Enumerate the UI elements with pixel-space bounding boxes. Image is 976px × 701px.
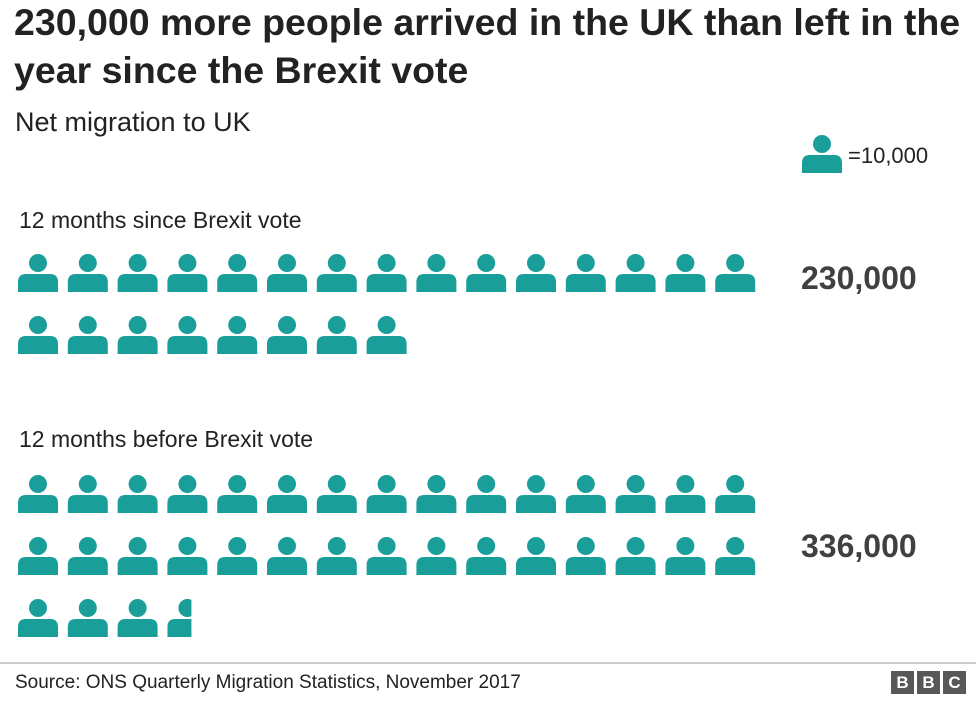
- footer-divider: [0, 662, 976, 664]
- icon-grid-before: [18, 475, 756, 637]
- person-icon: [167, 254, 208, 292]
- person-icon: [117, 599, 158, 637]
- person-icon: [117, 316, 158, 354]
- person-icon: [565, 254, 606, 292]
- person-icon: [18, 537, 58, 575]
- person-icon: [67, 316, 108, 354]
- person-icon: [267, 316, 307, 354]
- person-icon: [565, 475, 606, 513]
- person-icon: [516, 537, 556, 575]
- person-icon: [615, 475, 656, 513]
- person-icon: [366, 316, 407, 354]
- person-icon: [615, 537, 656, 575]
- person-icon: [416, 254, 457, 292]
- person-icon: [267, 475, 307, 513]
- person-icon: [366, 475, 407, 513]
- series-total-before: 336,000: [801, 528, 917, 564]
- person-icon: [516, 254, 556, 292]
- person-icon: [316, 254, 357, 292]
- person-icon: [18, 254, 58, 292]
- series-label-before: 12 months before Brexit vote: [19, 426, 314, 452]
- person-icon: [366, 537, 407, 575]
- person-icon: [615, 254, 656, 292]
- legend: =10,000: [802, 133, 928, 173]
- person-icon: [167, 599, 192, 637]
- person-icon: [217, 537, 258, 575]
- person-icon: [316, 537, 357, 575]
- series-total-since: 230,000: [801, 260, 917, 296]
- person-icon: [167, 537, 208, 575]
- person-icon: [267, 254, 307, 292]
- person-icon: [67, 475, 108, 513]
- person-icon: [117, 254, 158, 292]
- person-icon: [565, 537, 606, 575]
- series-label-since: 12 months since Brexit vote: [19, 207, 302, 233]
- person-icon: [67, 254, 108, 292]
- person-icon: [802, 135, 842, 173]
- bbc-logo: B B C: [891, 671, 966, 694]
- person-icon: [466, 254, 507, 292]
- chart-title: 230,000 more people arrived in the UK th…: [14, 1, 961, 91]
- person-icon: [67, 599, 108, 637]
- person-icon: [217, 254, 258, 292]
- person-icon: [117, 537, 158, 575]
- bbc-logo-letter: B: [891, 671, 914, 694]
- person-icon: [715, 475, 756, 513]
- person-icon: [67, 537, 108, 575]
- person-icon: [665, 254, 706, 292]
- legend-label: =10,000: [848, 143, 929, 168]
- icon-grid-since: [18, 254, 756, 354]
- person-icon: [217, 316, 258, 354]
- person-icon: [665, 475, 706, 513]
- bbc-logo-letter: B: [917, 671, 940, 694]
- source-note: Source: ONS Quarterly Migration Statisti…: [15, 672, 521, 693]
- person-icon: [267, 537, 307, 575]
- chart-subtitle: Net migration to UK: [15, 107, 251, 137]
- person-icon: [117, 475, 158, 513]
- person-icon: [167, 316, 208, 354]
- person-icon: [516, 475, 556, 513]
- person-icon: [316, 475, 357, 513]
- person-icon: [18, 475, 58, 513]
- person-icon: [665, 537, 706, 575]
- person-icon: [466, 475, 507, 513]
- person-icon: [715, 537, 756, 575]
- person-icon: [416, 475, 457, 513]
- bbc-logo-letter: C: [943, 671, 966, 694]
- person-icon: [366, 254, 407, 292]
- person-icon: [416, 537, 457, 575]
- person-icon: [217, 475, 258, 513]
- person-icon: [715, 254, 756, 292]
- person-icon: [18, 316, 58, 354]
- person-icon: [316, 316, 357, 354]
- person-icon: [167, 475, 208, 513]
- person-icon: [466, 537, 507, 575]
- person-icon: [18, 599, 58, 637]
